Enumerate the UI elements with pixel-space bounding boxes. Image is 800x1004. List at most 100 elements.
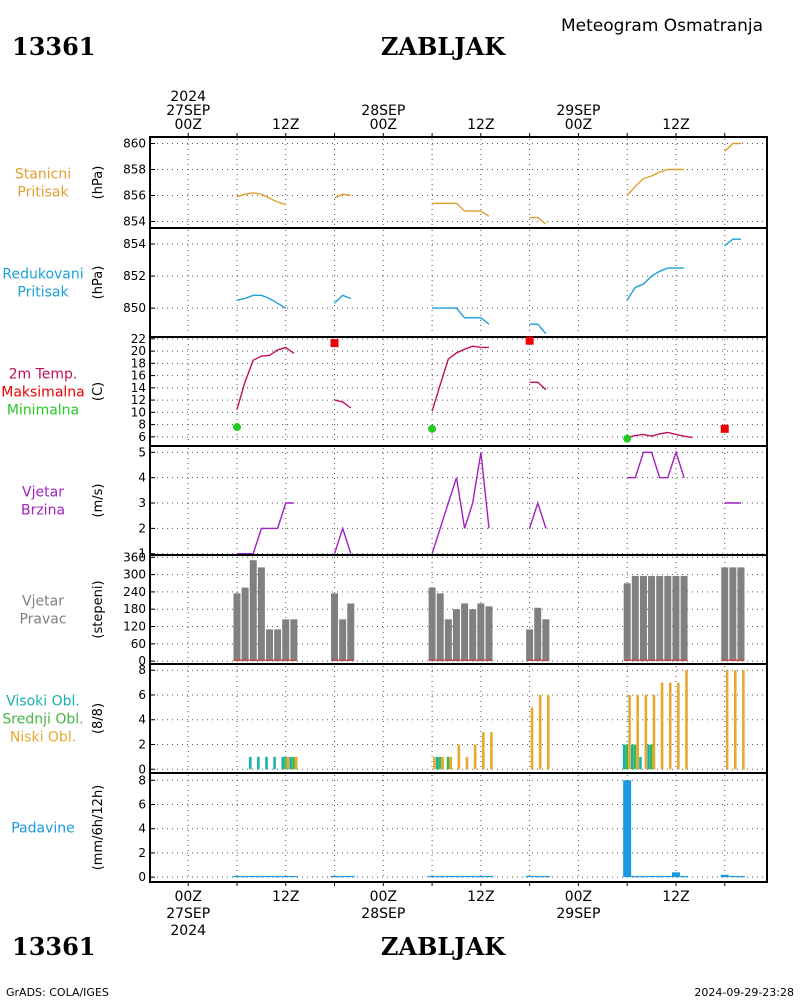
precipitation-ytick-label: 6 xyxy=(138,797,146,811)
reduced-pressure-line xyxy=(626,267,685,301)
clouds-ytick-label: 4 xyxy=(138,713,146,727)
reduced-pressure-ylabel: (hPa) xyxy=(91,266,106,300)
clouds-legend-label: Niski Obl. xyxy=(10,730,76,746)
precipitation-bar xyxy=(639,875,648,878)
clouds-bar xyxy=(530,707,534,770)
wind-speed-frame xyxy=(149,445,768,556)
precipitation-frame xyxy=(149,772,768,883)
clouds-bar xyxy=(286,756,290,770)
precipitation-bar xyxy=(655,875,664,878)
temperature-ytick-label: 16 xyxy=(131,369,146,383)
wind-direction-bar xyxy=(249,560,257,662)
wind-direction-bar xyxy=(639,576,647,662)
wind-direction-bar xyxy=(265,629,273,662)
clouds-bar xyxy=(733,670,737,770)
temperature-line xyxy=(334,399,352,409)
wind-direction-bar xyxy=(241,587,249,662)
clouds-bar xyxy=(622,744,626,770)
wind-direction-ylabel: (stepeni) xyxy=(91,580,106,638)
clouds-ylabel: (8/8) xyxy=(91,703,106,734)
wind-direction-bar xyxy=(672,576,680,662)
wind-direction-ytick-label: 360 xyxy=(123,550,146,564)
station-name-top: ZABLJAK xyxy=(381,32,506,61)
precipitation-ytick-label: 4 xyxy=(138,822,146,836)
precipitation-bar xyxy=(265,875,274,878)
clouds-bar xyxy=(628,694,631,770)
wind-direction-bar xyxy=(274,629,282,662)
clouds-bar xyxy=(473,744,477,770)
clouds-bar xyxy=(273,756,276,770)
panel-reduced-pressure: 850 852 854 (hPa) Redukovani Pritisak xyxy=(2,227,768,338)
panel-precipitation: 0 2 4 6 8 (mm/6h/12h) Padavine xyxy=(11,772,768,884)
time-label-bottom: 12Z xyxy=(272,889,299,905)
temperature-ytick-label: 8 xyxy=(138,418,146,432)
wind-direction-bar xyxy=(331,593,339,662)
clouds-bar xyxy=(435,756,439,770)
reduced-pressure-line xyxy=(529,323,547,335)
temperature-line xyxy=(431,345,489,412)
precipitation-bar xyxy=(281,875,290,878)
wind-direction-bar xyxy=(444,619,452,662)
precipitation-bar xyxy=(428,875,437,878)
wind-direction-bar xyxy=(721,567,729,662)
station-pressure-line xyxy=(432,202,490,217)
time-label-bottom: 2024 xyxy=(170,923,206,939)
temperature-ytick-label: 10 xyxy=(131,405,146,419)
station-pressure-legend-label: Stanicni xyxy=(15,167,71,183)
clouds-bar xyxy=(294,756,298,770)
time-label-top: 00Z xyxy=(565,117,592,133)
clouds-bar xyxy=(481,732,485,770)
time-label-bottom: 27SEP xyxy=(166,906,210,922)
wind-speed-line xyxy=(237,502,294,555)
time-label-top: 2024 xyxy=(170,89,206,105)
clouds-ytick-label: 0 xyxy=(138,762,146,776)
clouds-bar xyxy=(652,694,656,770)
temperature-min-marker xyxy=(428,424,437,433)
precipitation-bar xyxy=(728,875,737,878)
wind-speed-line xyxy=(528,500,547,529)
clouds-bar xyxy=(441,756,444,770)
clouds-bar xyxy=(257,756,260,770)
wind-direction-bar xyxy=(436,593,444,662)
temperature-min-marker xyxy=(232,423,241,432)
wind-direction-legend-label: Vjetar xyxy=(22,594,64,610)
wind-speed-ylabel: (m/s) xyxy=(91,484,106,518)
time-label-bottom: 00Z xyxy=(175,889,202,905)
wind-direction-bar xyxy=(623,583,631,662)
station-pressure-line xyxy=(626,168,685,196)
wind-direction-ytick-label: 180 xyxy=(123,602,146,616)
clouds-bar xyxy=(446,756,450,770)
clouds-ytick-label: 6 xyxy=(138,688,146,702)
clouds-bar xyxy=(625,744,629,770)
temperature-min-marker xyxy=(623,434,632,443)
wind-direction-ytick-label: 60 xyxy=(131,637,146,651)
clouds-bar xyxy=(438,756,442,770)
wind-direction-bar xyxy=(542,619,550,662)
precipitation-bar xyxy=(533,875,542,878)
wind-direction-bar xyxy=(737,567,745,662)
precipitation-bar xyxy=(680,875,689,878)
precipitation-bar xyxy=(525,875,534,878)
panel-station-pressure: 854 856 858 860 (hPa) Stanicni Pritisak xyxy=(15,136,768,229)
time-label-top: 12Z xyxy=(467,117,494,133)
precipitation-bar xyxy=(468,875,477,878)
precipitation-bar xyxy=(736,875,745,878)
panel-clouds: 0 2 4 6 8 (8/8) Visoki Obl. Srednji Obl. Niski O… xyxy=(2,663,768,776)
time-label-top: 12Z xyxy=(272,117,299,133)
precipitation-bar xyxy=(257,875,266,878)
precipitation-bar xyxy=(484,875,493,878)
footer-timestamp: 2024-09-29-23:28 xyxy=(694,986,794,999)
station-pressure-ylabel: (hPa) xyxy=(91,166,106,200)
precipitation-bar xyxy=(232,875,241,878)
clouds-bar xyxy=(449,756,453,770)
wind-direction-bar xyxy=(680,576,688,662)
wind-direction-ytick-label: 240 xyxy=(123,585,146,599)
wind-direction-bar xyxy=(282,619,290,662)
precipitation-bar xyxy=(338,875,347,878)
reduced-pressure-ytick-label: 854 xyxy=(123,237,146,251)
clouds-bar xyxy=(490,732,493,770)
time-label-bottom: 28SEP xyxy=(361,906,405,922)
precipitation-ytick-label: 2 xyxy=(138,846,146,860)
wind-direction-legend-label: Pravac xyxy=(19,612,66,628)
